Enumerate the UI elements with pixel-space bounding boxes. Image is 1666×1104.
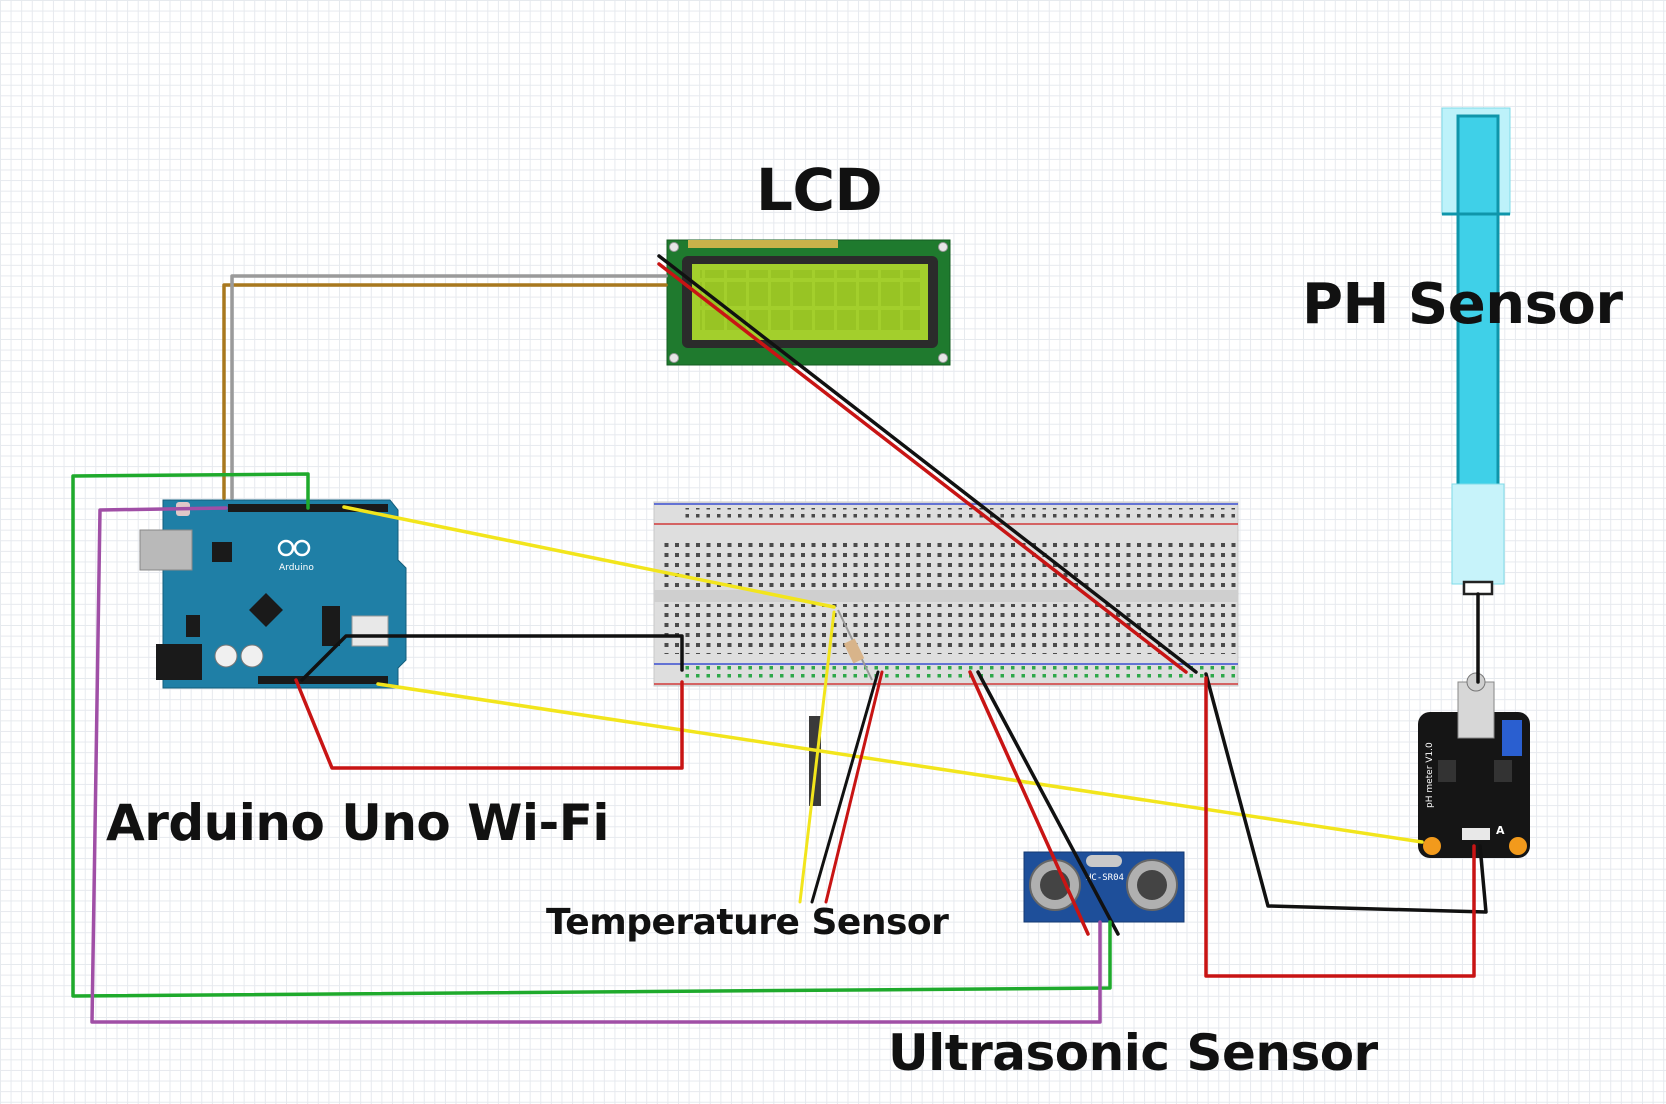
ph-probe xyxy=(1441,107,1511,596)
arduino-label: Arduino Uno Wi-Fi xyxy=(106,794,610,852)
lcd-header-pins xyxy=(688,240,838,248)
wire-ph-black xyxy=(1204,672,1488,914)
ph-board-a-marking: A xyxy=(1496,824,1505,837)
wire-yellow-ph-signal xyxy=(376,682,1424,844)
wire-temp-red xyxy=(824,670,884,904)
wire-purple-echo xyxy=(90,506,1102,1024)
wire-yellow-temp-signal xyxy=(342,505,836,609)
wire-ph-red xyxy=(1204,676,1476,978)
arduino-board: Arduino xyxy=(139,499,407,689)
ph-meter-board: pH meter V1.0 A xyxy=(1418,672,1530,858)
breadboard xyxy=(653,501,1239,687)
ph-sensor-label: PH Sensor xyxy=(1302,272,1623,337)
wire-red-arduino-5v xyxy=(294,678,684,770)
ultrasonic-model-text: HC-SR04 xyxy=(1086,873,1124,883)
ph-board-marking: pH meter V1.0 xyxy=(1425,742,1435,808)
wire-green-trig xyxy=(71,472,1112,998)
arduino-logo: Arduino xyxy=(277,539,314,573)
wire-temp-black xyxy=(810,670,880,904)
lcd-label: LCD xyxy=(756,156,883,224)
wire-gray xyxy=(230,274,668,500)
temperature-sensor-label: Temperature Sensor xyxy=(546,902,949,943)
resistor xyxy=(837,609,873,681)
wire-ultra-red xyxy=(968,670,1090,936)
wire-temp-yellow xyxy=(798,610,836,904)
wire-black-arduino-gnd xyxy=(300,634,684,682)
arduino-logo-text: Arduino xyxy=(279,563,314,573)
wire-brown xyxy=(222,283,668,500)
wire-lcd-red xyxy=(657,262,1188,674)
wire-ultra-black xyxy=(976,670,1120,936)
wires xyxy=(71,254,1488,1024)
wire-lcd-black xyxy=(657,254,1198,674)
ultrasonic-sensor-label: Ultrasonic Sensor xyxy=(888,1024,1378,1082)
